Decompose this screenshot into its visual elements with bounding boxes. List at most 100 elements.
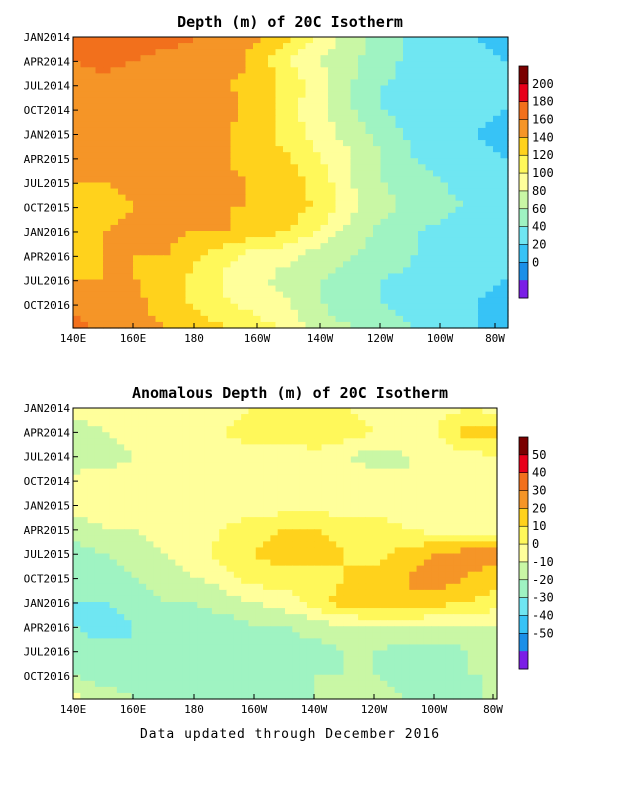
heatmap-cell [268,218,277,226]
heatmap-cell [146,498,155,506]
heatmap-cell [403,224,412,232]
heatmap-cell [215,103,224,111]
heatmap-cell [238,61,247,68]
heatmap-cell [394,426,403,433]
colorbar-label: 160 [532,113,554,127]
heatmap-cell [116,420,125,427]
heatmap-cell [260,158,269,165]
heatmap-cell [263,486,271,494]
heatmap-cell [380,450,388,458]
heatmap-cell [268,152,277,159]
heatmap-cell [380,79,389,87]
heatmap-cell [245,61,254,68]
heatmap-cell [131,492,140,500]
heatmap-cell [380,97,389,105]
heatmap-cell [95,231,104,238]
heatmap-cell [350,577,359,585]
heatmap-cell [208,103,217,111]
heatmap-cell [410,121,419,129]
heatmap-cell [116,426,125,433]
heatmap-cell [292,595,301,603]
heatmap-cell [140,121,149,129]
heatmap-cell [238,67,247,74]
heatmap-cell [485,170,494,178]
heatmap-cell [110,146,119,153]
heatmap-cell [358,620,367,627]
heatmap-cell [80,486,89,494]
heatmap-cell [500,303,509,311]
heatmap-cell [230,176,239,184]
heatmap-cell [178,73,187,81]
heatmap-cell [263,614,271,621]
heatmap-cell [321,571,330,579]
heatmap-cell [431,577,440,585]
heatmap-cell [88,103,97,111]
heatmap-cell [365,79,374,87]
heatmap-cell [263,456,271,464]
heatmap-cell [388,315,397,323]
heatmap-cell [109,608,118,615]
heatmap-cell [102,450,111,458]
heatmap-cell [416,444,425,452]
heatmap-cell [485,321,494,329]
heatmap-cell [268,243,277,250]
heatmap-cell [395,212,404,220]
heatmap-cell [445,486,454,494]
heatmap-cell [388,243,397,250]
heatmap-cell [103,85,112,93]
heatmap-cell [163,188,172,196]
heatmap-cell [475,565,483,573]
heatmap-cell [125,267,134,275]
heatmap-cell [438,505,447,512]
heatmap-cell [306,474,315,482]
heatmap-cell [87,450,96,458]
heatmap-cell [343,224,352,232]
heatmap-cell [193,231,202,238]
heatmap-cell [395,67,404,74]
heatmap-cell [423,529,432,536]
heatmap-cell [155,212,164,220]
heatmap-cell [255,523,264,530]
heatmap-cell [409,565,418,573]
heatmap-cell [148,176,157,184]
heatmap-cell [283,61,292,68]
heatmap-cell [148,170,157,178]
heatmap-cell [226,559,235,567]
heatmap-cell [87,408,96,415]
heatmap-cell [268,73,277,81]
heatmap-cell [178,85,187,93]
heatmap-cell [306,492,315,500]
heatmap-cell [493,121,502,129]
heatmap-cell [170,164,179,171]
heatmap-cell [438,602,447,609]
heatmap-cell [248,420,257,427]
heatmap-cell [298,285,307,293]
heatmap-cell [416,541,425,549]
heatmap-cell [178,200,187,208]
heatmap-cell [299,583,308,591]
heatmap-cell [448,43,457,50]
heatmap-cell [275,61,284,68]
heatmap-cell [343,285,352,293]
heatmap-cell [283,231,292,238]
heatmap-cell [268,158,277,165]
heatmap-cell [299,523,308,530]
heatmap-cell [350,529,359,536]
heatmap-cell [102,444,111,452]
heatmap-cell [478,97,487,105]
heatmap-cell [168,505,176,512]
heatmap-cell [263,577,271,585]
heatmap-cell [241,620,250,627]
heatmap-cell [313,273,322,281]
heatmap-cell [146,571,155,579]
heatmap-cell [305,309,314,317]
heatmap-cell [73,444,81,452]
heatmap-cell [388,237,397,244]
heatmap-cell [268,55,277,62]
heatmap-cell [445,602,454,609]
heatmap-cell [489,571,498,579]
heatmap-cell [290,109,299,117]
heatmap-cell [313,49,322,56]
heatmap-cell [358,547,367,555]
heatmap-cell [409,511,418,518]
